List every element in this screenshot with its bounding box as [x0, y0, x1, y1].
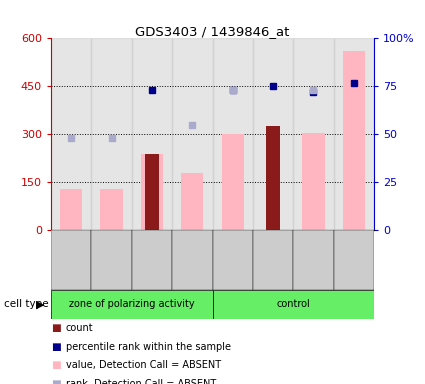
Text: ■: ■: [51, 342, 61, 352]
Bar: [100, 189, 123, 230]
Bar: [60, 189, 82, 230]
Text: ■: ■: [51, 323, 61, 333]
Bar: [334, 38, 374, 230]
Bar: [51, 230, 91, 290]
Text: value, Detection Call = ABSENT: value, Detection Call = ABSENT: [66, 360, 221, 370]
Bar: [212, 290, 374, 319]
Text: count: count: [66, 323, 94, 333]
Text: cell type: cell type: [4, 299, 49, 310]
Bar: [253, 230, 293, 290]
Text: ▶: ▶: [36, 299, 45, 310]
Bar: [51, 290, 212, 319]
Bar: [293, 38, 334, 230]
Text: GDS3403 / 1439846_at: GDS3403 / 1439846_at: [135, 25, 290, 38]
Text: ■: ■: [51, 360, 61, 370]
Text: zone of polarizing activity: zone of polarizing activity: [69, 299, 195, 310]
Bar: [51, 38, 91, 230]
Text: ■: ■: [51, 379, 61, 384]
Bar: [145, 154, 159, 230]
Bar: [132, 38, 172, 230]
Bar: [91, 230, 132, 290]
Bar: [221, 134, 244, 230]
Text: control: control: [276, 299, 310, 310]
Bar: [302, 133, 325, 230]
Bar: [253, 38, 293, 230]
Bar: [91, 38, 132, 230]
Text: percentile rank within the sample: percentile rank within the sample: [66, 342, 231, 352]
Bar: [181, 173, 204, 230]
Bar: [293, 230, 334, 290]
Bar: [172, 230, 212, 290]
Bar: [212, 230, 253, 290]
Bar: [343, 51, 365, 230]
Bar: [266, 126, 280, 230]
Bar: [141, 154, 163, 230]
Bar: [132, 230, 172, 290]
Bar: [212, 38, 253, 230]
Bar: [172, 38, 212, 230]
Bar: [334, 230, 374, 290]
Text: rank, Detection Call = ABSENT: rank, Detection Call = ABSENT: [66, 379, 216, 384]
